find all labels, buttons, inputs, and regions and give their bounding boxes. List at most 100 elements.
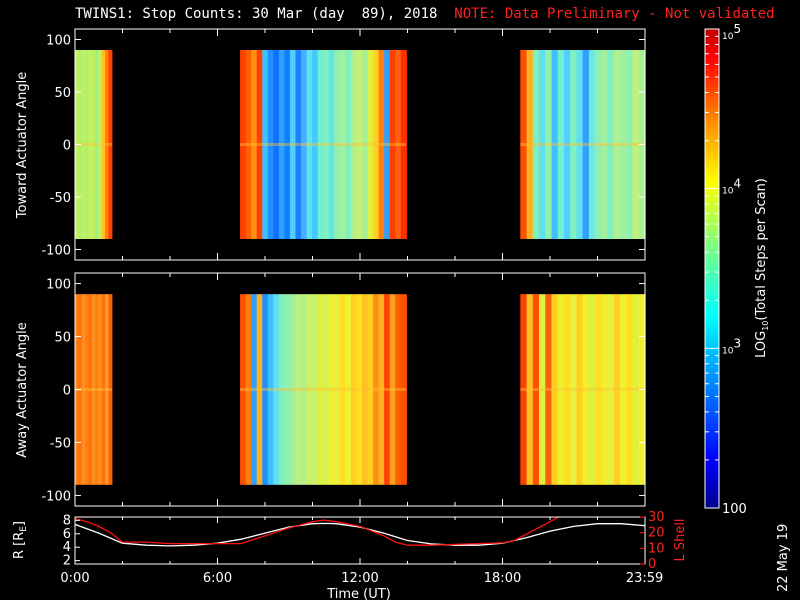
toward-block-1-column [256, 50, 263, 239]
away-block-2-column [539, 294, 546, 485]
toward-block-1-column [317, 50, 324, 239]
toward-block-2-column [576, 50, 584, 239]
toward-block-0-column [88, 50, 93, 239]
toward-block-0-column [98, 50, 103, 239]
away-block-1-column [289, 294, 297, 485]
colorbar-label: LOG10(Total Steps per Scan) [754, 178, 770, 358]
time-xtick-label: 12:00 [341, 571, 378, 586]
toward-block-1-column [245, 50, 252, 239]
toward-block-1-column [295, 50, 302, 239]
lshell-ylabel: L Shell [673, 518, 688, 561]
toward-block-1-column [350, 50, 358, 239]
away-block-1-column [356, 294, 363, 485]
away-block-1-column [295, 294, 302, 485]
away-heatmap [75, 273, 646, 506]
toward-block-2-column [632, 50, 640, 239]
toward-block-2-column [582, 50, 590, 239]
toward-ylabel: Toward Actuator Angle [15, 72, 30, 219]
colorbar: 105 104 103 100 LOG10(Total Steps per Scan) [704, 22, 770, 517]
away-block-2-column [632, 294, 640, 485]
away-block-1-column [384, 294, 391, 485]
away-block-0-column [85, 294, 89, 485]
toward-block-1-column [339, 50, 346, 239]
away-block-2-column [576, 294, 584, 485]
r-series-line [75, 522, 645, 547]
toward-block-1-column [367, 50, 374, 239]
toward-block-1-column [267, 50, 274, 239]
toward-block-2-column [620, 50, 627, 239]
toward-block-0-column [85, 50, 89, 239]
lshell-ytick-label: 10 [648, 541, 665, 556]
away-block-1-column [262, 294, 269, 485]
toward-ytick-label: 100 [46, 34, 71, 49]
toward-block-1-column [384, 50, 391, 239]
away-block-1-column [389, 294, 396, 485]
away-block-0-column [81, 294, 86, 485]
time-xtick-label: 18:00 [484, 571, 521, 586]
time-xlabel: Time (UT) [326, 587, 391, 600]
toward-block-1-column [328, 50, 335, 239]
colorbar-tick-label: 103 [722, 336, 741, 356]
toward-block-1-column [301, 50, 308, 239]
toward-block-1-column [356, 50, 363, 239]
r-ytick-label: 4 [63, 540, 71, 555]
away-block-1-column [240, 294, 247, 485]
toward-block-2-column [520, 50, 528, 239]
colorbar-tick-label: 105 [722, 22, 741, 42]
toward-block-0-column [108, 50, 113, 239]
away-block-1-column [328, 294, 335, 485]
away-block-1-column [245, 294, 252, 485]
away-block-2-column [588, 294, 596, 485]
away-panel: 100 50 0 -50 -100 Away Actuator Angle [15, 272, 646, 507]
away-block-0-column [105, 294, 110, 485]
colorbar-tick-label: 100 [722, 502, 747, 517]
away-block-1-column [267, 294, 274, 485]
away-block-1-column [361, 294, 369, 485]
away-block-0-column [108, 294, 113, 485]
away-block-2-column [526, 294, 534, 485]
colorbar-gradient [704, 28, 720, 509]
r-ytick-label: 2 [63, 554, 71, 569]
away-block-2-column [607, 294, 615, 485]
toward-block-1-column [345, 50, 352, 239]
toward-zero-band [520, 143, 645, 146]
away-block-1-column [306, 294, 313, 485]
away-block-1-column [334, 294, 341, 485]
away-block-2-column [626, 294, 634, 485]
title-note: NOTE: Data Preliminary - Not validated [454, 6, 775, 22]
toward-block-0-column [81, 50, 86, 239]
away-block-2-column [582, 294, 590, 485]
toward-block-2-column [613, 50, 621, 239]
away-block-2-column [557, 294, 565, 485]
toward-block-1-column [251, 50, 258, 239]
toward-block-0-column [101, 50, 106, 239]
toward-block-2-column [626, 50, 634, 239]
away-block-1-column [284, 294, 291, 485]
toward-block-2-column [588, 50, 596, 239]
time-xtick-label: 0:00 [60, 571, 89, 586]
toward-ytick-label: 50 [54, 86, 71, 101]
away-block-1-column [301, 294, 308, 485]
r-ytick-label: 8 [63, 513, 71, 528]
toward-block-2-column [557, 50, 565, 239]
toward-block-1-column [306, 50, 313, 239]
away-ytick-label: 100 [46, 278, 71, 293]
away-block-0-column [91, 294, 96, 485]
away-block-1-column [350, 294, 358, 485]
time-xtick-label: 6:00 [203, 571, 232, 586]
toward-block-2-column [532, 50, 540, 239]
away-block-0-column [101, 294, 106, 485]
away-block-1-column [400, 294, 407, 485]
away-block-2-column [620, 294, 627, 485]
lshell-ytick-label: 20 [648, 526, 665, 541]
away-block-1-column [339, 294, 346, 485]
away-block-1-column [378, 294, 385, 485]
toward-block-1-column [284, 50, 291, 239]
away-block-2-column [613, 294, 621, 485]
chart-title: TWINS1: Stop Counts: 30 Mar (day 89), 20… [75, 6, 775, 22]
toward-block-2-column [601, 50, 609, 239]
away-block-1-column [256, 294, 263, 485]
toward-block-0-column [105, 50, 110, 239]
